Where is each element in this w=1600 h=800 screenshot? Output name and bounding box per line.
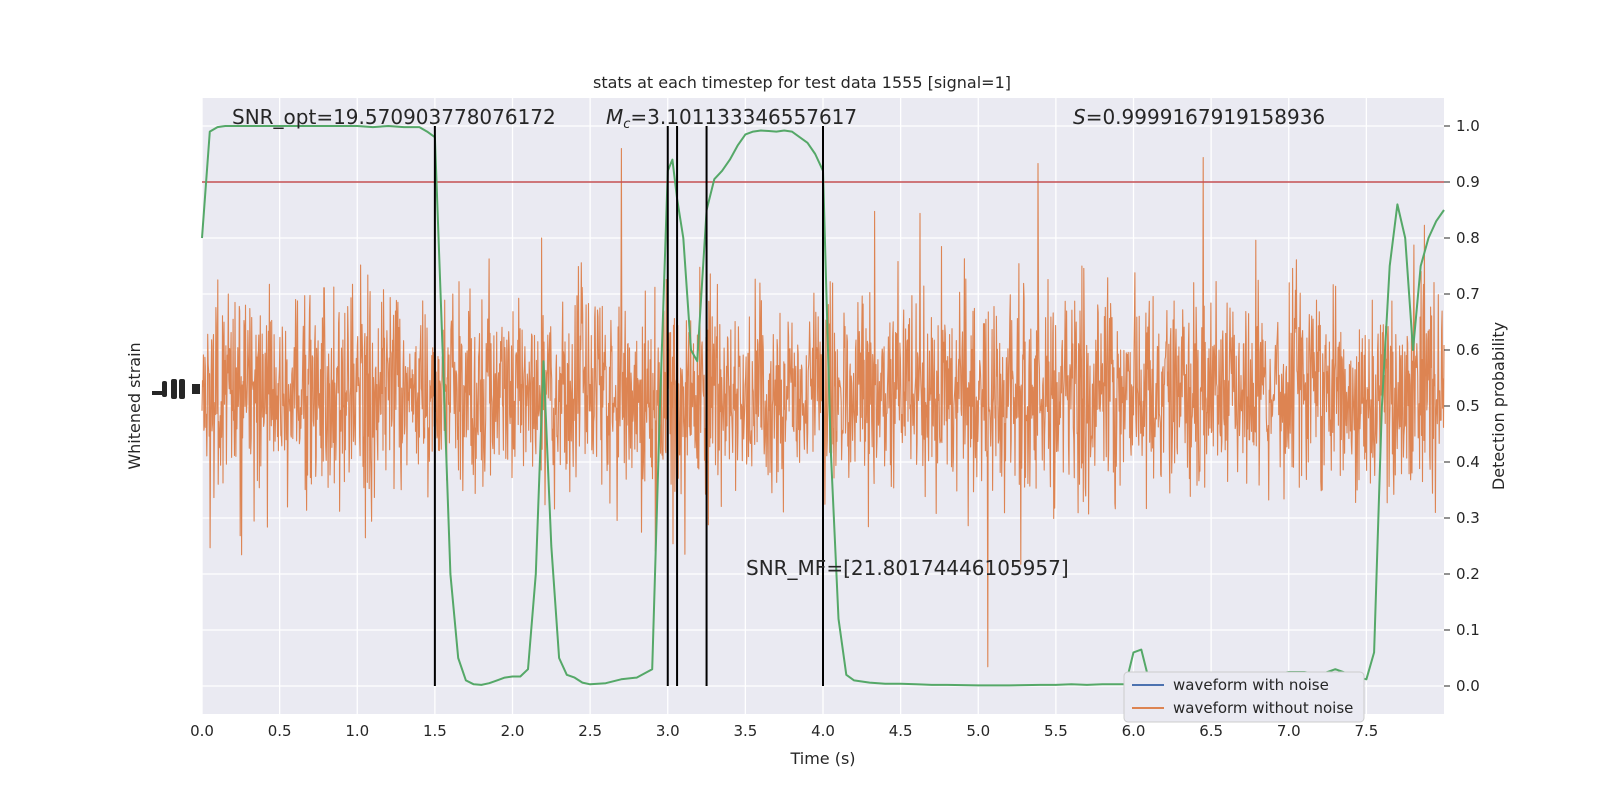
y-tick-label: 0.9: [1456, 173, 1480, 191]
y-tick-label: 0.4: [1456, 453, 1480, 471]
y-tick-label: 1.0: [1456, 117, 1480, 135]
x-tick-label: 1.5: [423, 722, 447, 740]
x-tick-label: 3.0: [656, 722, 680, 740]
y-tick-label: 0.1: [1456, 621, 1480, 639]
legend-box: [1123, 671, 1365, 723]
y-tick-label: 0.5: [1456, 397, 1480, 415]
x-tick-label: 0.5: [268, 722, 292, 740]
snr-opt-annotation: SNR_opt=19.570903778076172: [232, 105, 556, 129]
y-ticks-right: 0.0 0.1 0.2 0.3 0.4 0.5 0.6 0.7 0.8 0.9 1.0: [1444, 117, 1480, 695]
vertical-lines: [433, 126, 824, 686]
mc-symbol: M: [606, 105, 623, 129]
x-tick-label: 7.5: [1354, 722, 1378, 740]
x-tick-label: 3.5: [733, 722, 757, 740]
x-tick-label: 5.5: [1044, 722, 1068, 740]
x-tick-label: 1.0: [345, 722, 369, 740]
x-tick-label: 5.0: [966, 722, 990, 740]
x-tick-label: 4.5: [889, 722, 913, 740]
y-axis-label-left: Whitened strain: [125, 342, 144, 469]
y-axis-label-right: Detection probability: [1489, 322, 1508, 490]
mc-annotation: Mc=3.101133346557617: [606, 105, 857, 132]
x-axis-label: Time (s): [789, 749, 855, 768]
left-tick-clutter: [152, 379, 200, 399]
s-symbol: S: [1073, 105, 1086, 129]
x-tick-label: 4.0: [811, 722, 835, 740]
x-tick-label: 7.0: [1277, 722, 1301, 740]
x-tick-label: 0.0: [190, 722, 214, 740]
y-tick-label: 0.7: [1456, 285, 1480, 303]
x-tick-label: 6.0: [1122, 722, 1146, 740]
y-tick-label: 0.0: [1456, 677, 1480, 695]
chart-title: stats at each timestep for test data 155…: [593, 73, 1011, 92]
y-tick-label: 0.2: [1456, 565, 1480, 583]
legend-label-clean: waveform without noise: [1173, 699, 1353, 717]
s-annotation: S=0.9999167919158936: [1073, 105, 1325, 129]
y-tick-label: 0.3: [1456, 509, 1480, 527]
snr-mf-annotation: SNR_MF=[21.80174446105957]: [746, 556, 1069, 580]
mc-subscript: c: [623, 117, 630, 132]
x-tick-label: 2.0: [501, 722, 525, 740]
y-tick-label: 0.6: [1456, 341, 1480, 359]
legend-label-noise: waveform with noise: [1173, 676, 1329, 694]
x-tick-label: 6.5: [1199, 722, 1223, 740]
y-tick-label: 0.8: [1456, 229, 1480, 247]
x-tick-label: 2.5: [578, 722, 602, 740]
mc-value: =3.101133346557617: [630, 105, 857, 129]
x-ticks: 0.0 0.5 1.0 1.5 2.0 2.5 3.0 3.5 4.0 4.5 5.0 5.5 6.0 6…: [190, 722, 1378, 740]
s-value: =0.9999167919158936: [1086, 105, 1325, 129]
legend: waveform with noise waveform without noi…: [1123, 671, 1365, 723]
